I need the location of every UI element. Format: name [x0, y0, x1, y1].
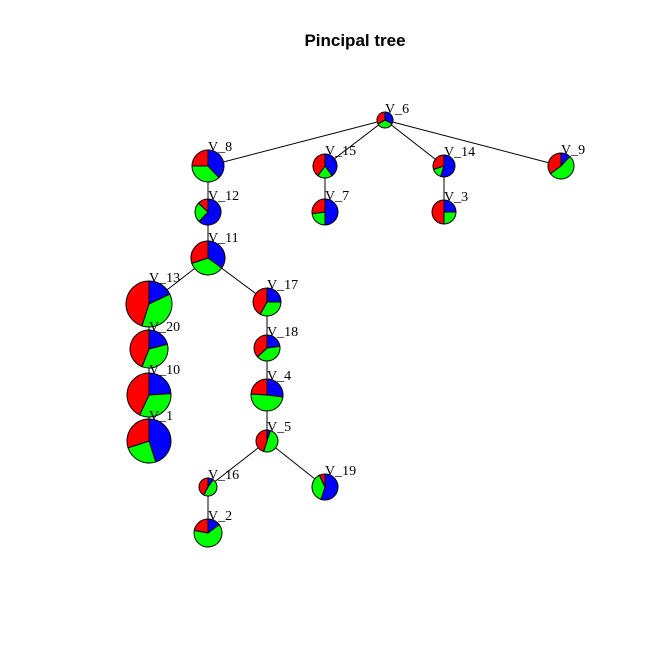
node-label-V_5: V_5	[267, 420, 291, 435]
slice-red-V_10	[126, 372, 150, 416]
slice-red-V_8	[191, 149, 209, 167]
node-V_14: V_14	[432, 145, 475, 178]
slice-green-V_16	[202, 479, 218, 497]
node-label-V_14: V_14	[444, 145, 475, 160]
slice-green-V_20	[141, 343, 169, 369]
slice-red-V_20	[129, 329, 150, 368]
slice-green-V_3	[443, 211, 457, 225]
node-V_10: V_10	[126, 363, 180, 418]
edge-V_6-V_14	[384, 119, 445, 167]
node-V_5: V_5	[255, 420, 291, 453]
slice-red-V_14	[432, 154, 445, 171]
slice-green-V_8	[191, 165, 220, 183]
edge-V_6-V_15	[324, 119, 386, 167]
slice-red-V_17	[252, 287, 268, 315]
slice-green-V_18	[256, 345, 281, 362]
node-label-V_8: V_8	[208, 140, 232, 155]
slice-red-V_3	[431, 199, 445, 225]
slice-red-V_7	[311, 198, 326, 215]
slice-green-V_2	[193, 524, 223, 548]
node-V_19: V_19	[311, 464, 356, 501]
node-label-V_19: V_19	[325, 464, 356, 479]
node-label-V_11: V_11	[208, 231, 239, 246]
node-label-V_12: V_12	[208, 189, 239, 204]
node-V_15: V_15	[312, 144, 356, 179]
node-V_9: V_9	[547, 143, 585, 180]
slice-red-V_4	[250, 378, 268, 396]
slice-blue-V_11	[207, 240, 226, 269]
slice-green-V_7	[311, 211, 326, 226]
slice-blue-V_4	[266, 378, 284, 398]
slice-red-V_15	[312, 153, 326, 177]
tree-nodes: V_6 V_8 V_15 V_14 V_9 V_12 V_7 V_3 V_11 V_13 V_17 V…	[125, 102, 585, 548]
node-label-V_17: V_17	[267, 278, 298, 293]
node-label-V_18: V_18	[267, 325, 298, 340]
edge-V_6-V_8	[207, 119, 386, 167]
slice-blue-V_10	[148, 372, 172, 396]
slice-blue-V_8	[207, 149, 225, 179]
slice-red-V_11	[190, 240, 209, 264]
node-V_18: V_18	[253, 325, 298, 362]
node-label-V_7: V_7	[325, 189, 349, 204]
slice-red-V_13	[125, 280, 150, 327]
slice-green-V_5	[262, 429, 279, 453]
slice-red-V_19	[318, 473, 326, 488]
slice-red-V_2	[193, 518, 209, 534]
slice-green-V_11	[191, 257, 223, 276]
slice-red-V_6	[376, 111, 386, 125]
slice-blue-V_15	[324, 153, 338, 177]
node-V_2: V_2	[193, 509, 232, 548]
slice-red-V_9	[547, 152, 562, 175]
node-label-V_15: V_15	[325, 144, 356, 159]
node-V_11: V_11	[190, 231, 239, 276]
node-V_7: V_7	[311, 189, 349, 226]
slice-red-V_18	[253, 334, 268, 358]
node-label-V_1: V_1	[149, 409, 173, 424]
slice-green-V_13	[141, 293, 173, 328]
plot-title: Pincipal tree	[304, 31, 405, 50]
node-label-V_20: V_20	[149, 320, 180, 335]
node-label-V_16: V_16	[208, 468, 239, 483]
slice-red-V_16	[198, 477, 209, 496]
node-label-V_4: V_4	[267, 369, 291, 384]
node-V_20: V_20	[129, 320, 180, 369]
slice-red-V_12	[197, 198, 209, 214]
slice-blue-V_12	[198, 198, 222, 226]
node-V_3: V_3	[431, 190, 468, 225]
node-label-V_2: V_2	[208, 509, 232, 524]
edge-V_6-V_9	[384, 119, 562, 167]
node-V_6: V_6	[376, 102, 409, 129]
slice-green-V_10	[138, 393, 172, 418]
node-V_4: V_4	[250, 369, 291, 412]
node-label-V_9: V_9	[561, 143, 585, 158]
node-V_1: V_1	[126, 409, 173, 464]
slice-red-V_1	[126, 418, 150, 449]
node-label-V_13: V_13	[149, 271, 180, 286]
node-label-V_3: V_3	[444, 190, 468, 205]
slice-green-V_1	[127, 440, 157, 464]
node-V_16: V_16	[198, 468, 239, 497]
node-V_8: V_8	[191, 140, 232, 183]
node-V_17: V_17	[252, 278, 298, 317]
node-label-V_10: V_10	[149, 363, 180, 378]
slice-green-V_4	[250, 393, 284, 412]
slice-green-V_9	[549, 155, 575, 180]
node-V_12: V_12	[194, 189, 239, 226]
slice-blue-V_7	[324, 198, 339, 226]
slice-red-V_5	[255, 429, 268, 453]
edge-V_5-V_16	[207, 440, 268, 488]
slice-blue-V_1	[148, 418, 172, 463]
node-label-V_6: V_6	[385, 102, 409, 117]
node-V_13: V_13	[125, 271, 180, 328]
